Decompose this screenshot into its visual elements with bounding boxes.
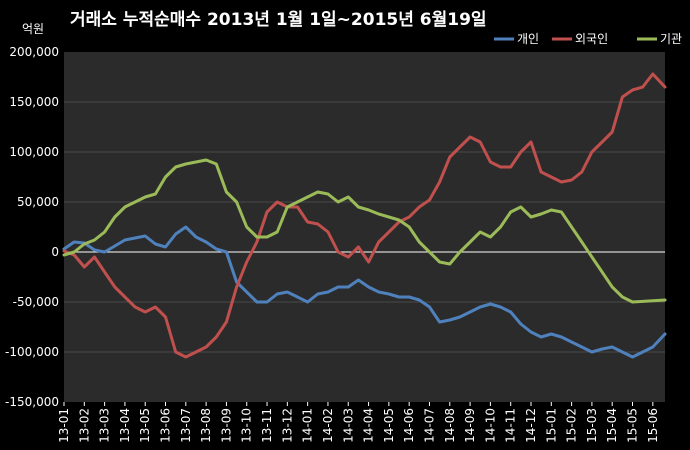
legend-label: 개인 bbox=[517, 32, 539, 46]
x-tick-label: 13-06 bbox=[159, 408, 173, 443]
x-tick-label: 15-04 bbox=[605, 408, 619, 443]
x-tick-label: 13-03 bbox=[98, 408, 112, 443]
x-tick-label: 14-05 bbox=[382, 408, 396, 443]
grid-lines bbox=[64, 101, 665, 353]
x-tick-label: 14-02 bbox=[321, 408, 335, 443]
x-tick-label: 14-08 bbox=[443, 408, 457, 443]
y-tick-label: 50,000 bbox=[17, 195, 59, 209]
legend: 개인 외국인 기관 bbox=[494, 32, 682, 46]
series-lines bbox=[62, 72, 667, 359]
series-line-1 bbox=[62, 72, 667, 359]
y-tick-label: 200,000 bbox=[9, 45, 59, 59]
y-tick-label: 150,000 bbox=[9, 95, 59, 109]
plot-area bbox=[64, 52, 665, 402]
y-tick-label: 0 bbox=[51, 245, 59, 259]
x-tick-label: 13-08 bbox=[199, 408, 213, 443]
x-tick-label: 13-02 bbox=[77, 408, 91, 443]
x-tick-label: 13-12 bbox=[280, 408, 294, 443]
y-axis-ticks: 200,000 150,000 100,000 50,000 0 -50,000 -100,… bbox=[5, 45, 59, 409]
y-tick-label: -100,000 bbox=[5, 345, 59, 359]
chart-title: 거래소 누적순매수 2013년 1월 1일~2015년 6월19일 bbox=[70, 10, 487, 30]
x-tick-label: 13-10 bbox=[240, 408, 254, 443]
x-axis-ticks: 13-01 13-02 13-03 13-04 13-05 13-06 13-07 13-08… bbox=[57, 402, 660, 443]
x-tick-label: 14-12 bbox=[524, 408, 538, 443]
legend-label: 외국인 bbox=[575, 32, 608, 46]
x-tick-label: 13-09 bbox=[219, 408, 233, 443]
y-axis-unit-label: 억원 bbox=[22, 22, 44, 36]
x-tick-label: 15-02 bbox=[565, 408, 579, 443]
x-tick-label: 13-11 bbox=[260, 408, 274, 443]
x-tick-label: 14-03 bbox=[341, 408, 355, 443]
x-tick-label: 13-01 bbox=[57, 408, 71, 443]
y-tick-label: 100,000 bbox=[9, 145, 59, 159]
y-tick-label: -150,000 bbox=[5, 395, 59, 409]
x-tick-label: 15-01 bbox=[544, 408, 558, 443]
x-tick-label: 14-10 bbox=[483, 408, 497, 443]
x-tick-label: 15-05 bbox=[626, 408, 640, 443]
x-tick-label: 14-01 bbox=[301, 408, 315, 443]
x-tick-label: 14-09 bbox=[463, 408, 477, 443]
x-tick-label: 15-03 bbox=[585, 408, 599, 443]
x-tick-label: 13-05 bbox=[138, 408, 152, 443]
x-tick-label: 13-07 bbox=[179, 408, 193, 443]
x-tick-label: 14-11 bbox=[504, 408, 518, 443]
x-tick-label: 15-06 bbox=[646, 408, 660, 443]
x-tick-label: 14-04 bbox=[362, 408, 376, 443]
x-tick-label: 14-06 bbox=[402, 408, 416, 443]
y-tick-label: -50,000 bbox=[13, 295, 59, 309]
x-tick-label: 14-07 bbox=[422, 408, 436, 443]
series-line-0 bbox=[62, 225, 667, 359]
series-line-2 bbox=[62, 158, 667, 304]
legend-label: 기관 bbox=[660, 32, 682, 46]
x-tick-label: 13-04 bbox=[118, 408, 132, 443]
